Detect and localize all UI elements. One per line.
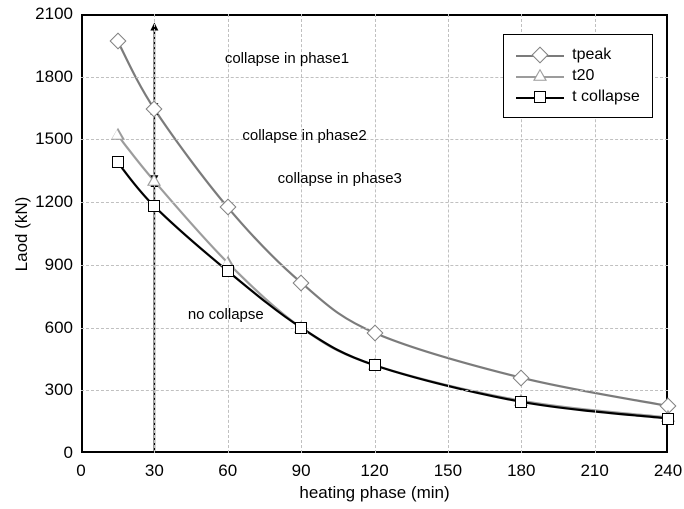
x-tick-label: 90 (292, 461, 311, 481)
x-tick-label: 30 (145, 461, 164, 481)
y-tick-label: 2100 (35, 4, 73, 24)
x-tick-label: 210 (580, 461, 608, 481)
series-marker (111, 128, 125, 140)
y-tick-label: 600 (45, 318, 73, 338)
series-marker (662, 413, 674, 425)
series-marker (515, 396, 527, 408)
legend-item: tpeak (516, 46, 640, 64)
y-tick-label: 1500 (35, 129, 73, 149)
grid-h (81, 390, 668, 391)
grid-h (81, 139, 668, 140)
legend-item: t collapse (516, 88, 640, 106)
annotation-text: collapse in phase1 (225, 50, 349, 67)
grid-h (81, 202, 668, 203)
series-marker (148, 200, 160, 212)
grid-v (301, 14, 302, 453)
y-axis-label: Laod (kN) (12, 196, 32, 271)
legend-label: t collapse (572, 88, 640, 106)
x-axis-label: heating phase (min) (299, 483, 449, 503)
y-tick-label: 900 (45, 255, 73, 275)
x-tick-label: 150 (434, 461, 462, 481)
grid-v (448, 14, 449, 453)
annotation-text: no collapse (188, 306, 264, 323)
x-tick-label: 240 (654, 461, 682, 481)
y-tick-label: 0 (64, 443, 73, 463)
legend-line-icon (516, 46, 564, 64)
y-tick-label: 300 (45, 380, 73, 400)
x-tick-label: 60 (218, 461, 237, 481)
annotation-text: collapse in phase3 (278, 170, 402, 187)
series-marker (112, 156, 124, 168)
grid-v (228, 14, 229, 453)
grid-v (375, 14, 376, 453)
chart-container: { "chart": { "type": "line", "canvas": {… (0, 0, 684, 509)
y-tick-label: 1800 (35, 67, 73, 87)
annotation-text: collapse in phase2 (242, 127, 366, 144)
grid-v (154, 14, 155, 453)
legend-line-icon (516, 67, 564, 85)
legend-label: tpeak (572, 46, 611, 64)
x-tick-label: 180 (507, 461, 535, 481)
series-marker (369, 359, 381, 371)
x-tick-label: 0 (76, 461, 85, 481)
legend-label: t20 (572, 67, 594, 85)
x-tick-label: 120 (360, 461, 388, 481)
series-marker (295, 322, 307, 334)
legend-line-icon (516, 88, 564, 106)
legend-item: t20 (516, 67, 640, 85)
legend: tpeak t20 t collapse (503, 34, 653, 118)
series-marker (222, 265, 234, 277)
series-marker (147, 174, 161, 186)
grid-h (81, 265, 668, 266)
series-line (118, 162, 668, 418)
y-tick-label: 1200 (35, 192, 73, 212)
